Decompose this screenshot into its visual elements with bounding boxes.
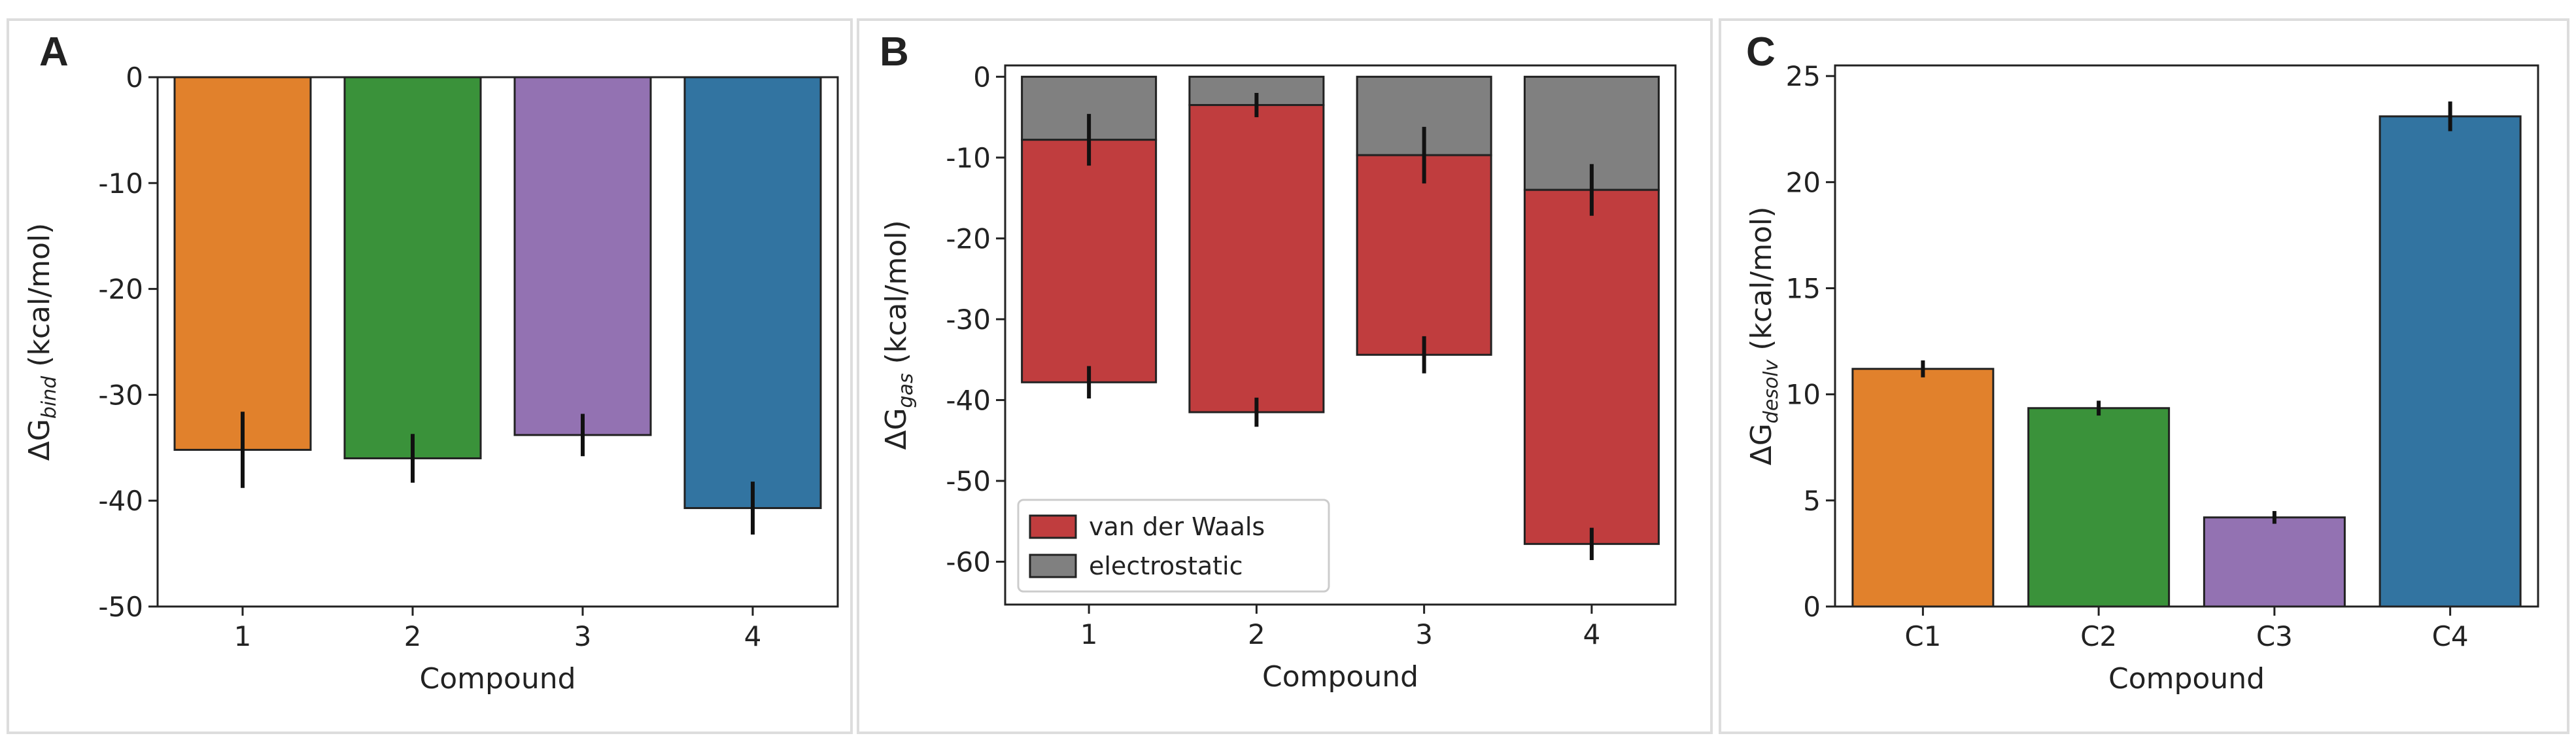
x-tick-label: C1 (1904, 620, 1941, 652)
legend-swatch (1029, 554, 1077, 578)
y-tick-label: -50 (98, 591, 143, 623)
x-tick-label: 4 (744, 620, 762, 652)
legend-box (1017, 499, 1330, 593)
y-tick-label: 20 (1786, 166, 1821, 198)
y-tick-label: -10 (946, 142, 991, 174)
axes-frame (1834, 64, 2539, 608)
y-label-main: ΔG (1745, 423, 1778, 465)
x-tick-label: 4 (1583, 618, 1601, 650)
legend-swatch (1029, 514, 1077, 539)
panel-frame (857, 18, 1713, 734)
x-tick-label: C4 (2432, 620, 2469, 652)
y-axis-label: ΔGdesolv (kcal/mol) (1745, 207, 1783, 466)
y-label-subscript: desolv (1760, 359, 1783, 423)
bar-segment (1523, 188, 1660, 545)
y-label-unit: (kcal/mol) (880, 220, 913, 364)
legend-label: electrostatic (1089, 552, 1243, 580)
y-label-subscript: gas (895, 373, 918, 408)
y-tick-label: -20 (946, 222, 991, 255)
x-tick-label: 1 (234, 620, 252, 652)
bar (343, 76, 482, 459)
y-tick-label: -50 (946, 465, 991, 497)
bar (2379, 115, 2522, 608)
y-tick-label: -40 (946, 384, 991, 416)
y-tick-label: -10 (98, 167, 143, 200)
panel: A -50 -40 -30 -20 -10 0 1 2 3 4 Compound ΔGbind (kcal… (23, 29, 839, 696)
x-tick-label: 2 (1248, 618, 1265, 650)
panel-frame (7, 18, 853, 734)
bar (1851, 368, 1995, 608)
bar (173, 76, 312, 451)
x-tick-label: C3 (2256, 620, 2293, 652)
bar-segment (1021, 139, 1158, 383)
x-tick-label: 3 (1415, 618, 1433, 650)
x-tick-label: 2 (404, 620, 422, 652)
x-axis-label: Compound (419, 662, 575, 696)
y-tick-label: -30 (98, 379, 143, 411)
bar (513, 76, 652, 436)
axes-frame (156, 76, 839, 608)
bar (683, 76, 822, 510)
y-tick-label: 10 (1786, 379, 1821, 411)
x-axis-label: Compound (1262, 660, 1418, 694)
y-axis-label: ΔGbind (kcal/mol) (23, 223, 61, 461)
bar (2203, 516, 2346, 608)
x-tick-label: 3 (574, 620, 592, 652)
bar-segment (1356, 154, 1492, 356)
panel-letter: C (1746, 29, 1776, 75)
y-label-main: ΔG (23, 419, 56, 461)
y-tick-label: 0 (1803, 591, 1821, 623)
y-tick-label: 25 (1786, 60, 1821, 92)
y-tick-label: -30 (946, 304, 991, 336)
y-tick-label: 15 (1786, 273, 1821, 305)
panel: B -60 -50 -40 -30 -20 -10 0 van der Waals electro… (880, 29, 1677, 694)
y-tick-label: 0 (973, 61, 991, 93)
panel-letter: B (880, 29, 909, 75)
x-axis-label: Compound (2108, 662, 2265, 696)
y-label-main: ΔG (880, 408, 913, 449)
axes-frame (1004, 64, 1677, 606)
panel-frame (1719, 18, 2569, 734)
x-tick-label: C2 (2080, 620, 2117, 652)
y-axis-label: ΔGgas (kcal/mol) (880, 220, 918, 449)
legend-label: van der Waals (1089, 512, 1265, 541)
y-tick-label: -40 (98, 485, 143, 517)
y-label-subscript: bind (38, 376, 61, 419)
bar-segment (1188, 104, 1325, 414)
y-tick-label: -20 (98, 273, 143, 306)
panel-letter: A (39, 29, 69, 75)
x-tick-label: 1 (1080, 618, 1098, 650)
panel: C 0 5 10 15 20 25 C1 C2 C3 C4 Compound ΔGdesolv (kcal… (1745, 29, 2539, 696)
y-label-unit: (kcal/mol) (1745, 207, 1778, 351)
y-label-unit: (kcal/mol) (23, 223, 56, 367)
y-tick-label: 5 (1803, 485, 1821, 517)
y-tick-label: -60 (946, 546, 991, 578)
bar (2027, 407, 2171, 608)
y-tick-label: 0 (126, 62, 143, 94)
